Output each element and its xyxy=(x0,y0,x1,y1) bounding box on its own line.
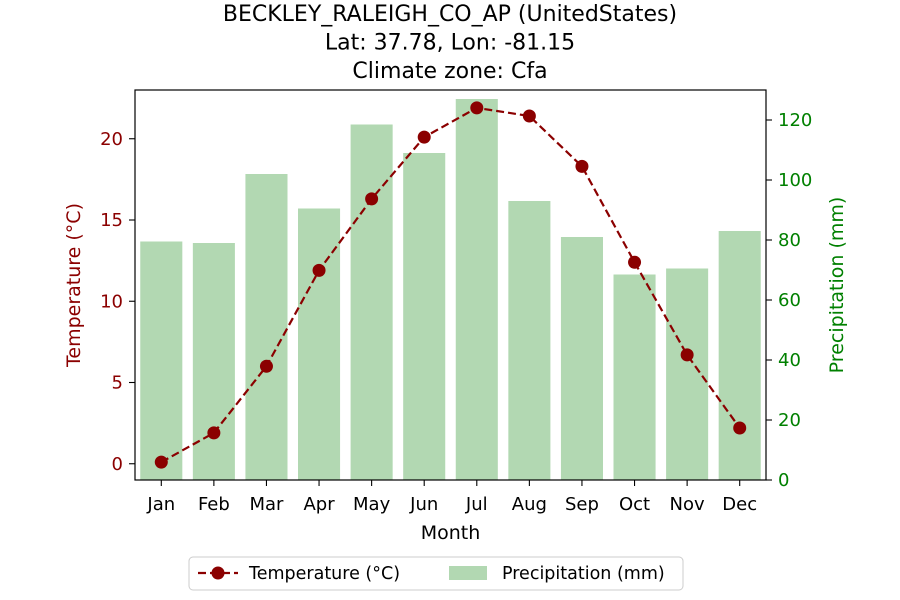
temperature-point xyxy=(522,109,536,123)
precipitation-bar xyxy=(455,99,498,480)
plot-frame xyxy=(134,89,767,481)
x-tick-label: Dec xyxy=(722,494,757,515)
temperature-point xyxy=(207,426,221,440)
x-tick-label: Jun xyxy=(409,494,438,515)
x-tick-label: Aug xyxy=(512,494,547,515)
right-y-tick-label: 60 xyxy=(778,290,801,311)
precipitation-bar xyxy=(140,241,183,480)
title-line: Climate zone: Cfa xyxy=(352,59,547,84)
left-y-tick-label: 5 xyxy=(112,373,123,394)
legend-box xyxy=(188,556,684,591)
temperature-point xyxy=(365,192,379,206)
x-tick-label: Nov xyxy=(670,494,705,515)
temperature-point xyxy=(575,159,589,173)
legend-temperature-label: Temperature (°C) xyxy=(248,564,400,584)
x-tick-label: Jan xyxy=(146,494,175,515)
left-y-tick-label: 20 xyxy=(100,129,123,150)
precipitation-bar xyxy=(718,231,761,480)
right-y-tick-label: 40 xyxy=(778,350,801,371)
left-y-axis: 0 5 10 15 20 xyxy=(100,129,135,475)
x-axis-label: Month xyxy=(421,522,481,544)
x-axis: Jan Feb Mar Apr May Jun Jul Aug Sep Oct Nov Dec xyxy=(146,480,757,515)
chart-title: BECKLEY_RALEIGH_CO_AP (UnitedStates) Lat:… xyxy=(223,2,677,84)
legend-precipitation-swatch xyxy=(449,566,487,580)
left-y-tick-label: 10 xyxy=(100,291,123,312)
right-y-tick-label: 100 xyxy=(778,170,812,191)
temperature-point xyxy=(154,455,168,469)
right-y-axis-label: Precipitation (mm) xyxy=(826,197,848,374)
legend: Temperature (°C) Precipitation (mm) xyxy=(188,556,684,591)
x-tick-label: Jul xyxy=(465,494,488,515)
x-tick-label: Oct xyxy=(619,494,650,515)
right-y-tick-label: 20 xyxy=(778,410,801,431)
right-y-tick-label: 80 xyxy=(778,230,801,251)
title-line: BECKLEY_RALEIGH_CO_AP (UnitedStates) xyxy=(223,2,677,27)
temperature-point xyxy=(733,421,747,435)
x-tick-label: Mar xyxy=(249,494,284,515)
precipitation-bar xyxy=(508,201,551,480)
title-line: Lat: 37.78, Lon: -81.15 xyxy=(325,31,575,56)
x-tick-label: Apr xyxy=(303,494,335,515)
temperature-point xyxy=(312,263,326,277)
precipitation-bar xyxy=(666,268,709,480)
precipitation-bar xyxy=(245,174,288,480)
right-y-tick-label: 120 xyxy=(778,110,812,131)
left-y-tick-label: 15 xyxy=(100,210,123,231)
x-tick-label: Feb xyxy=(198,494,230,515)
left-y-axis-label: Temperature (°C) xyxy=(63,203,85,368)
legend-precipitation-label: Precipitation (mm) xyxy=(502,564,665,584)
precipitation-bars xyxy=(140,99,761,480)
precipitation-bar xyxy=(403,153,446,480)
temperature-line xyxy=(154,101,747,469)
temperature-point xyxy=(470,101,484,115)
right-y-tick-label: 0 xyxy=(778,470,789,491)
right-y-axis: 0 20 40 60 80 100 120 xyxy=(766,110,812,491)
precipitation-bar xyxy=(560,237,603,480)
precipitation-bar xyxy=(350,124,393,480)
temperature-point xyxy=(417,130,431,144)
precipitation-bar xyxy=(192,243,235,480)
precipitation-bar xyxy=(613,274,656,480)
temperature-series-line xyxy=(160,106,741,464)
temperature-point xyxy=(259,359,273,373)
left-y-tick-label: 0 xyxy=(112,454,123,475)
x-tick-label: Sep xyxy=(565,494,599,515)
x-tick-label: May xyxy=(353,494,391,515)
precipitation-bar xyxy=(298,208,341,480)
temperature-point xyxy=(628,255,642,269)
legend-temperature-marker xyxy=(211,566,225,580)
temperature-point xyxy=(680,348,694,362)
